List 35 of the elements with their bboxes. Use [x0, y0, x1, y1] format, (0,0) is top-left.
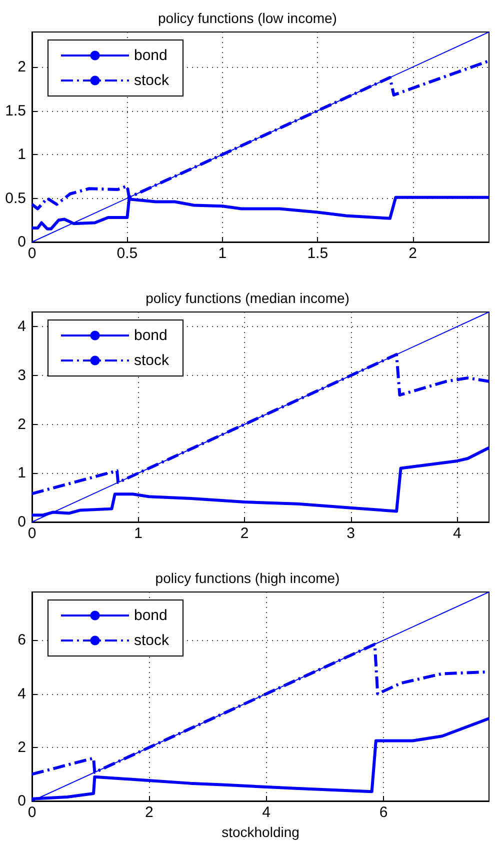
x-tick-label: 1.5 — [307, 245, 328, 262]
y-tick-label: 6 — [18, 632, 26, 649]
legend-label: stock — [134, 632, 170, 649]
y-tick-label: 4 — [18, 318, 26, 336]
chart-title: policy functions (median income) — [146, 290, 350, 306]
x-tick-label: 1 — [218, 245, 227, 262]
x-tick-label: 2 — [240, 525, 249, 542]
chart-title: policy functions (low income) — [158, 10, 337, 26]
x-tick-label: 2 — [145, 804, 154, 821]
y-tick-label: 0 — [18, 234, 26, 250]
y-tick-label: 3 — [18, 366, 26, 384]
x-tick-label: 4 — [452, 525, 462, 542]
legend-label: bond — [134, 327, 168, 344]
x-tick-label: 6 — [379, 804, 388, 821]
x-axis-title: stockholding — [222, 824, 300, 840]
x-tick-label: 3 — [346, 525, 356, 542]
legend-label: stock — [134, 72, 170, 89]
y-tick-label: 2 — [18, 58, 26, 76]
y-tick-label: 1 — [18, 464, 26, 482]
x-tick-label: 1 — [134, 525, 142, 542]
legend-label: bond — [134, 607, 168, 624]
legend-label: bond — [134, 47, 168, 64]
legend-label: stock — [134, 352, 170, 369]
x-tick-label: 0.5 — [116, 245, 138, 262]
y-tick-label: 0.5 — [5, 190, 26, 207]
y-tick-label: 2 — [18, 738, 26, 756]
chart-title: policy functions (high income) — [155, 570, 340, 586]
y-tick-label: 0 — [18, 514, 26, 530]
x-tick-label: 4 — [262, 804, 271, 821]
x-tick-label: 2 — [408, 245, 418, 262]
y-tick-label: 1 — [18, 146, 26, 163]
y-tick-label: 4 — [18, 685, 26, 702]
y-tick-label: 1.5 — [5, 102, 26, 120]
y-tick-label: 0 — [18, 792, 26, 810]
y-tick-label: 2 — [18, 416, 26, 433]
